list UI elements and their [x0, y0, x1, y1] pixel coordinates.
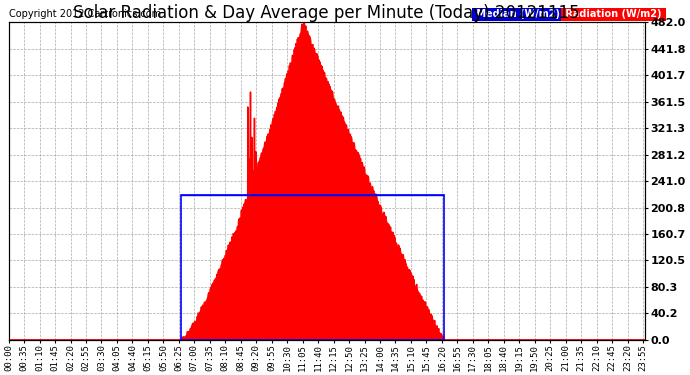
Text: Copyright 2012 Cartronics.com: Copyright 2012 Cartronics.com: [9, 9, 161, 19]
Title: Solar Radiation & Day Average per Minute (Today) 20121115: Solar Radiation & Day Average per Minute…: [73, 4, 580, 22]
Bar: [181, 195, 444, 340]
Text: Median (W/m2): Median (W/m2): [473, 9, 564, 19]
Text: Radiation (W/m2): Radiation (W/m2): [562, 9, 665, 19]
